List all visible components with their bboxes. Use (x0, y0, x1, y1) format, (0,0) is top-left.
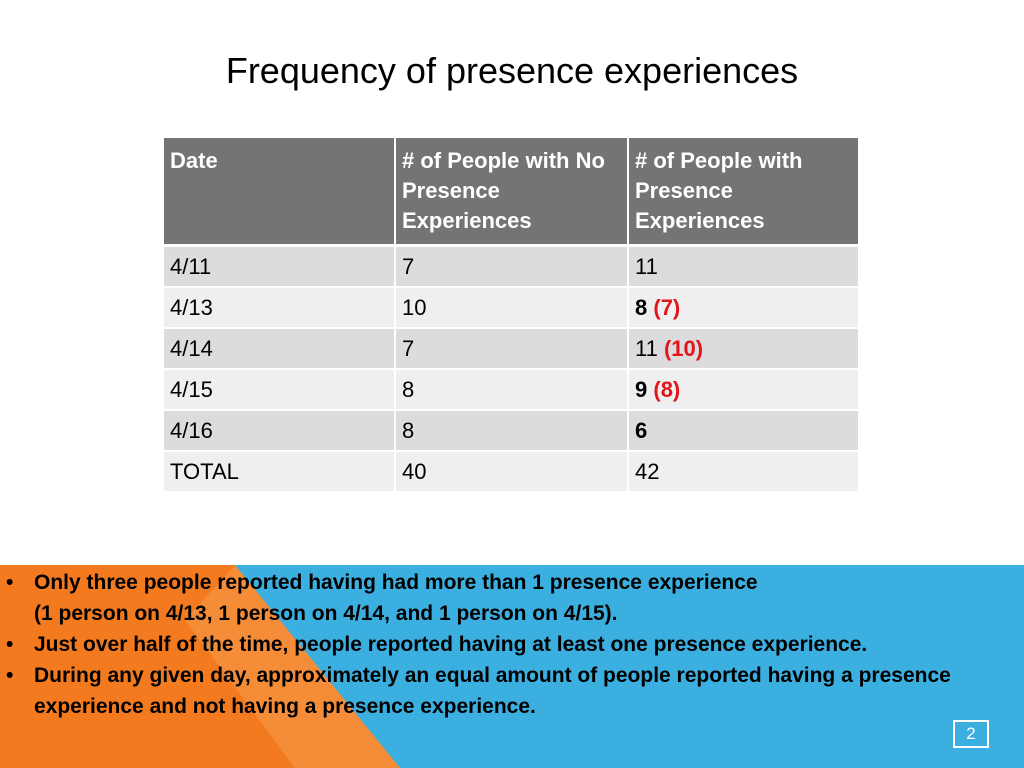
note-text: Just over half of the time, people repor… (34, 633, 868, 656)
table-row: 4/11 7 11 (164, 245, 858, 288)
presence-note: (10) (663, 336, 704, 361)
slide-title: Frequency of presence experiences (225, 50, 799, 91)
cell-date: 4/16 (164, 410, 396, 452)
table-row: 4/16 8 6 (164, 410, 858, 452)
table-header-row: Date # of People with No Presence Experi… (164, 138, 858, 247)
note-text: (1 person on 4/13, 1 person on 4/14, and… (34, 602, 618, 625)
table-row: TOTAL 40 42 (164, 451, 858, 493)
cell-presence: 6 (628, 410, 858, 452)
table-row: 4/14 7 11 (10) (164, 328, 858, 370)
presence-value: 42 (635, 459, 660, 484)
page-number: 2 (953, 720, 989, 748)
note-item: Just over half of the time, people repor… (6, 629, 1014, 660)
presence-note: (8) (653, 377, 681, 402)
header-presence: # of People with Presence Experiences (628, 138, 858, 247)
cell-date: 4/11 (164, 245, 396, 288)
notes-list: Only three people reported having had mo… (0, 567, 1024, 722)
presence-value: 9 (635, 377, 648, 402)
cell-presence: 42 (628, 451, 858, 493)
table-row: 4/15 8 9 (8) (164, 369, 858, 411)
cell-no-presence: 40 (395, 451, 629, 493)
cell-presence: 11 (10) (628, 328, 858, 370)
note-text: Only three people reported having had mo… (34, 571, 758, 594)
cell-date: 4/13 (164, 287, 396, 329)
cell-presence: 9 (8) (628, 369, 858, 411)
cell-no-presence: 7 (395, 245, 629, 288)
header-no-presence: # of People with No Presence Experiences (395, 138, 629, 247)
presence-value: 11 (635, 254, 658, 279)
cell-presence: 8 (7) (628, 287, 858, 329)
presence-note: (7) (653, 295, 681, 320)
presence-table: Date # of People with No Presence Experi… (164, 138, 858, 493)
cell-date: TOTAL (164, 451, 396, 493)
note-item: Only three people reported having had mo… (6, 567, 1014, 629)
presence-value: 6 (635, 418, 648, 443)
cell-date: 4/14 (164, 328, 396, 370)
cell-no-presence: 8 (395, 369, 629, 411)
header-date: Date (164, 138, 396, 247)
cell-no-presence: 8 (395, 410, 629, 452)
cell-no-presence: 7 (395, 328, 629, 370)
presence-value: 11 (635, 336, 658, 361)
cell-no-presence: 10 (395, 287, 629, 329)
table-row: 4/13 10 8 (7) (164, 287, 858, 329)
cell-presence: 11 (628, 245, 858, 288)
note-item: During any given day, approximately an e… (6, 660, 1014, 722)
presence-value: 8 (635, 295, 648, 320)
cell-date: 4/15 (164, 369, 396, 411)
note-text: During any given day, approximately an e… (34, 664, 951, 718)
